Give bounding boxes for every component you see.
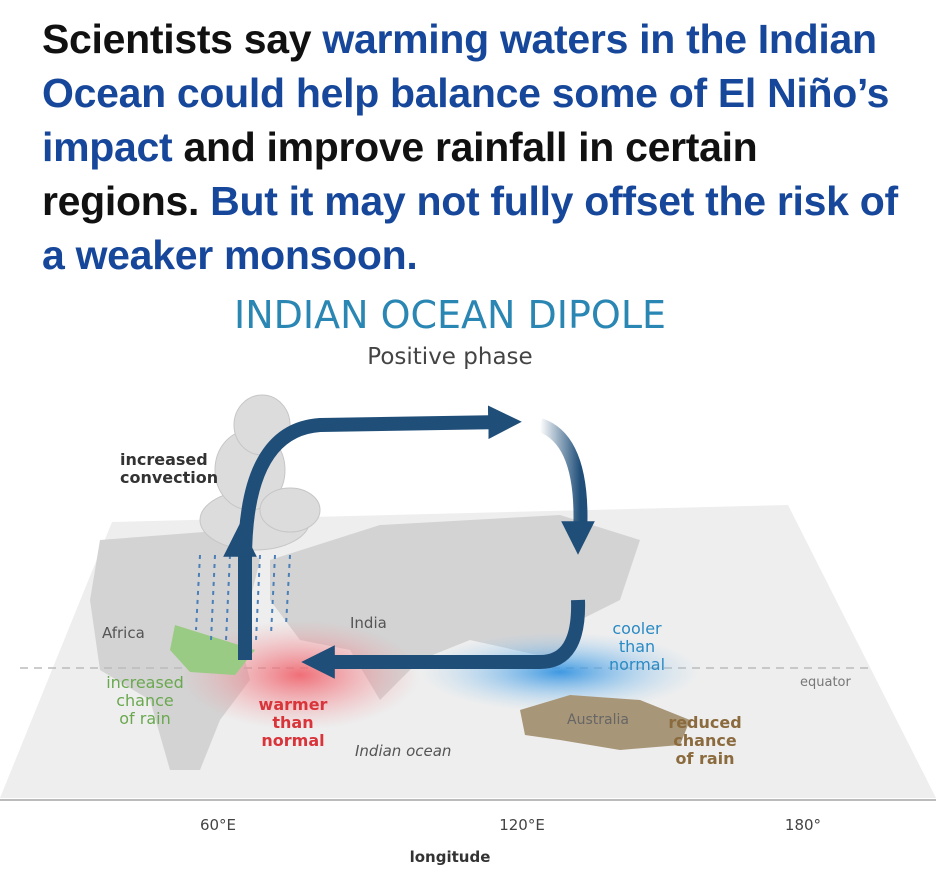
map-label: normal xyxy=(261,731,324,750)
map-label: equator xyxy=(800,675,852,690)
map-label: convection xyxy=(120,468,218,487)
headline: Scientists say warming waters in the Ind… xyxy=(42,12,922,282)
headline-text: and improve rainfall in certain regions. xyxy=(42,124,758,224)
map-label: increased xyxy=(106,673,184,692)
map-label: than xyxy=(272,713,313,732)
map-label: than xyxy=(619,637,655,656)
flow-arrow xyxy=(301,599,586,679)
flow-arrow xyxy=(537,418,588,536)
green-zone xyxy=(170,625,255,675)
longitude-label: 60°E xyxy=(200,816,236,834)
map-label: cooler xyxy=(612,619,662,638)
cool-water xyxy=(420,632,700,712)
diagram-subtitle: Positive phase xyxy=(367,344,532,370)
rain xyxy=(195,554,291,641)
map-label: chance xyxy=(116,691,174,710)
longitude-label: 180° xyxy=(785,816,821,834)
map-label: reduced xyxy=(668,713,741,732)
diagram-title: INDIAN OCEAN DIPOLE xyxy=(234,293,666,337)
map-label: Australia xyxy=(567,712,629,728)
axis-label: longitude xyxy=(410,848,491,866)
longitude-label: 120°E xyxy=(499,816,545,834)
map-label: normal xyxy=(609,655,665,674)
map-label: chance xyxy=(673,731,737,750)
australia-shape xyxy=(520,695,690,750)
map-label: warmer xyxy=(259,695,328,714)
map-label: India xyxy=(350,614,387,632)
headline-text: Scientists say xyxy=(42,16,312,62)
map-label: increased xyxy=(120,450,208,469)
headline-text: warming waters in the Indian Ocean could… xyxy=(42,16,890,170)
map-label: Africa xyxy=(102,624,145,642)
map-label: of rain xyxy=(119,709,170,728)
headline-text: But it may not fully offset the risk of … xyxy=(42,178,898,278)
map-label: Indian ocean xyxy=(355,742,451,760)
map-label: of rain xyxy=(675,749,734,768)
